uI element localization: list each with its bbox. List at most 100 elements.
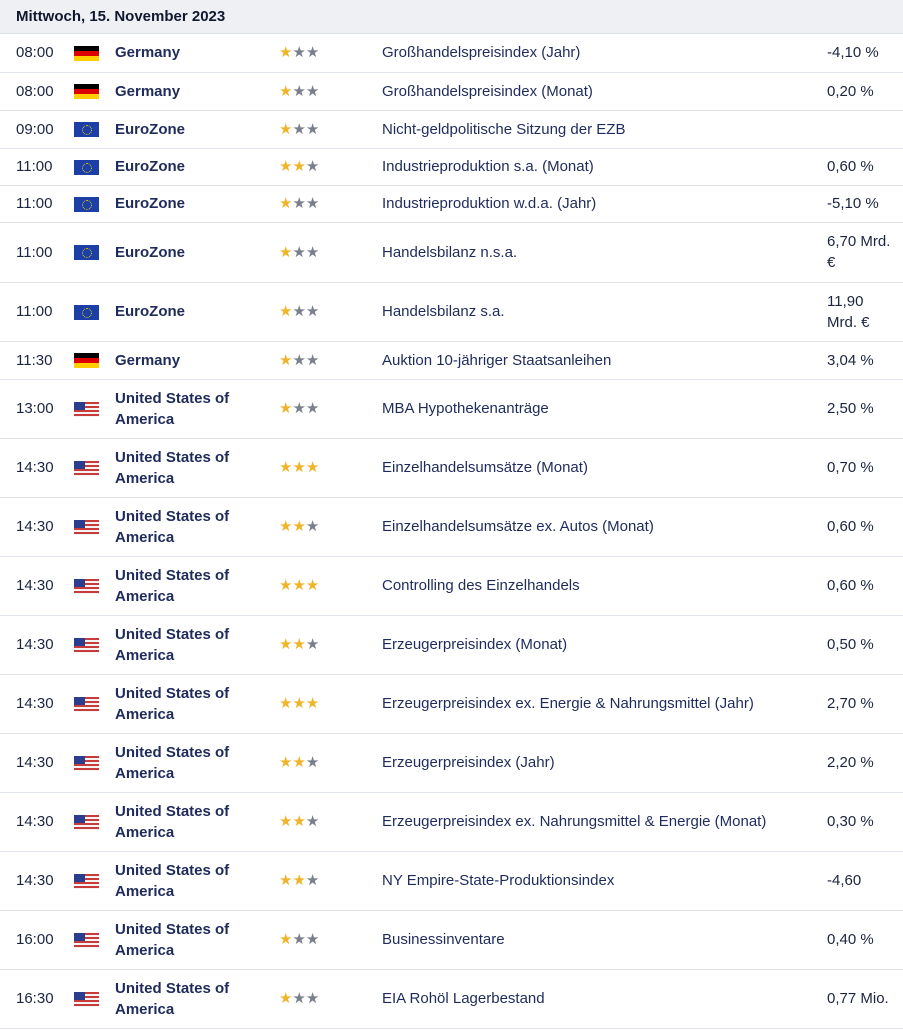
importance-rating: ★★★ bbox=[279, 148, 382, 186]
event-row[interactable]: 11:00 EuroZone ★★★ Handelsbilanz n.s.a. 6,70… bbox=[0, 222, 903, 283]
star-icon: ★ bbox=[305, 990, 320, 1007]
event-row[interactable]: 14:30 United States of America ★★★ Erzeuger… bbox=[0, 792, 903, 852]
event-time: 11:30 bbox=[0, 341, 74, 380]
event-row[interactable]: 14:30 United States of America ★★★ Erzeuger… bbox=[0, 674, 903, 734]
event-row[interactable]: 14:30 United States of America ★★★ Einzelha… bbox=[0, 497, 903, 557]
event-name[interactable]: Großhandelspreisindex (Jahr) bbox=[382, 34, 827, 73]
star-icon: ★ bbox=[305, 754, 320, 771]
event-name[interactable]: EIA Rohöl Lagerbestand bbox=[382, 969, 827, 1029]
event-country: Germany bbox=[115, 72, 279, 111]
importance-rating: ★★★ bbox=[279, 34, 382, 73]
star-icon: ★ bbox=[279, 195, 293, 212]
event-row[interactable]: 13:00 United States of America ★★★ MBA Hypo… bbox=[0, 379, 903, 439]
germany-flag-icon bbox=[74, 353, 99, 369]
importance-rating: ★★★ bbox=[279, 379, 382, 439]
usa-flag-icon bbox=[74, 637, 99, 653]
usa-flag-icon bbox=[74, 755, 99, 771]
flag-cell bbox=[74, 969, 115, 1029]
flag-cell bbox=[74, 148, 115, 186]
star-icon: ★ bbox=[279, 931, 293, 948]
event-value: 2,20 % bbox=[827, 733, 903, 793]
event-row[interactable]: 14:30 United States of America ★★★ Einzelha… bbox=[0, 438, 903, 498]
star-icon: ★ bbox=[292, 813, 306, 830]
usa-flag-icon bbox=[74, 814, 99, 830]
event-value: -5,10 % bbox=[827, 185, 903, 223]
event-row[interactable]: 11:30 Germany ★★★ Auktion 10-jähriger Staat… bbox=[0, 341, 903, 380]
event-row[interactable]: 11:00 EuroZone ★★★ Handelsbilanz s.a. 11,90 … bbox=[0, 282, 903, 342]
usa-flag-icon bbox=[74, 873, 99, 889]
event-name[interactable]: Einzelhandelsumsätze (Monat) bbox=[382, 438, 827, 498]
flag-cell bbox=[74, 497, 115, 557]
usa-flag-icon bbox=[74, 991, 99, 1007]
flag-cell bbox=[74, 110, 115, 149]
event-row[interactable]: 14:30 United States of America ★★★ Erzeuger… bbox=[0, 733, 903, 793]
event-country: EuroZone bbox=[115, 222, 279, 283]
event-name[interactable]: Nicht-geldpolitische Sitzung der EZB bbox=[382, 110, 827, 149]
flag-cell bbox=[74, 556, 115, 616]
event-name[interactable]: Industrieproduktion s.a. (Monat) bbox=[382, 148, 827, 186]
event-value: 0,70 % bbox=[827, 438, 903, 498]
event-country: United States of America bbox=[115, 674, 279, 734]
event-name[interactable]: Businessinventare bbox=[382, 910, 827, 970]
event-row[interactable]: 16:30 United States of America ★★★ EIA Rohö… bbox=[0, 969, 903, 1029]
flag-cell bbox=[74, 910, 115, 970]
event-name[interactable]: Großhandelspreisindex (Monat) bbox=[382, 72, 827, 111]
flag-cell bbox=[74, 222, 115, 283]
event-row[interactable]: 08:00 Germany ★★★ Großhandelspreisindex (Mo… bbox=[0, 72, 903, 111]
germany-flag-icon bbox=[74, 84, 99, 100]
event-name[interactable]: Erzeugerpreisindex ex. Nahrungsmittel & … bbox=[382, 792, 827, 852]
star-icon: ★ bbox=[292, 82, 306, 100]
star-icon: ★ bbox=[279, 158, 293, 175]
event-row[interactable]: 16:00 United States of America ★★★ Business… bbox=[0, 910, 903, 970]
event-value: 0,20 % bbox=[827, 72, 903, 111]
flag-cell bbox=[74, 851, 115, 911]
event-time: 11:00 bbox=[0, 185, 74, 223]
event-country: United States of America bbox=[115, 910, 279, 970]
star-icon: ★ bbox=[305, 82, 320, 100]
event-name[interactable]: Erzeugerpreisindex ex. Energie & Nahrung… bbox=[382, 674, 827, 734]
event-time: 14:30 bbox=[0, 733, 74, 793]
event-row[interactable]: 14:30 United States of America ★★★ Controll… bbox=[0, 556, 903, 616]
event-country: EuroZone bbox=[115, 110, 279, 149]
event-row[interactable]: 11:00 EuroZone ★★★ Industrieproduktion w.d.… bbox=[0, 185, 903, 223]
event-name[interactable]: Industrieproduktion w.d.a. (Jahr) bbox=[382, 185, 827, 223]
event-name[interactable]: NY Empire-State-Produktionsindex bbox=[382, 851, 827, 911]
event-name[interactable]: MBA Hypothekenanträge bbox=[382, 379, 827, 439]
event-name[interactable]: Controlling des Einzelhandels bbox=[382, 556, 827, 616]
star-icon: ★ bbox=[305, 44, 320, 62]
star-icon: ★ bbox=[305, 303, 320, 320]
star-icon: ★ bbox=[292, 351, 306, 369]
event-country: United States of America bbox=[115, 615, 279, 675]
importance-rating: ★★★ bbox=[279, 851, 382, 911]
event-country: EuroZone bbox=[115, 148, 279, 186]
event-time: 14:30 bbox=[0, 556, 74, 616]
event-time: 16:00 bbox=[0, 910, 74, 970]
event-value: 0,50 % bbox=[827, 615, 903, 675]
event-time: 14:30 bbox=[0, 497, 74, 557]
event-value: -4,10 % bbox=[827, 34, 903, 73]
event-row[interactable]: 14:30 United States of America ★★★ NY Empir… bbox=[0, 851, 903, 911]
flag-cell bbox=[74, 379, 115, 439]
event-value: 2,50 % bbox=[827, 379, 903, 439]
event-name[interactable]: Erzeugerpreisindex (Jahr) bbox=[382, 733, 827, 793]
star-icon: ★ bbox=[305, 400, 320, 417]
event-name[interactable]: Auktion 10-jähriger Staatsanleihen bbox=[382, 341, 827, 380]
star-icon: ★ bbox=[279, 695, 293, 712]
event-name[interactable]: Einzelhandelsumsätze ex. Autos (Monat) bbox=[382, 497, 827, 557]
importance-rating: ★★★ bbox=[279, 72, 382, 111]
event-country: United States of America bbox=[115, 556, 279, 616]
event-name[interactable]: Erzeugerpreisindex (Monat) bbox=[382, 615, 827, 675]
importance-rating: ★★★ bbox=[279, 110, 382, 149]
star-icon: ★ bbox=[279, 577, 293, 594]
event-name[interactable]: Handelsbilanz n.s.a. bbox=[382, 222, 827, 283]
star-icon: ★ bbox=[305, 459, 320, 476]
event-time: 13:00 bbox=[0, 379, 74, 439]
event-row[interactable]: 14:30 United States of America ★★★ Erzeuger… bbox=[0, 615, 903, 675]
event-row[interactable]: 08:00 Germany ★★★ Großhandelspreisindex (Ja… bbox=[0, 34, 903, 73]
importance-rating: ★★★ bbox=[279, 792, 382, 852]
star-icon: ★ bbox=[279, 400, 293, 417]
event-row[interactable]: 09:00 EuroZone ★★★ Nicht-geldpolitische Sit… bbox=[0, 110, 903, 149]
star-icon: ★ bbox=[305, 636, 320, 653]
event-row[interactable]: 11:00 EuroZone ★★★ Industrieproduktion s.a.… bbox=[0, 148, 903, 186]
event-name[interactable]: Handelsbilanz s.a. bbox=[382, 282, 827, 342]
